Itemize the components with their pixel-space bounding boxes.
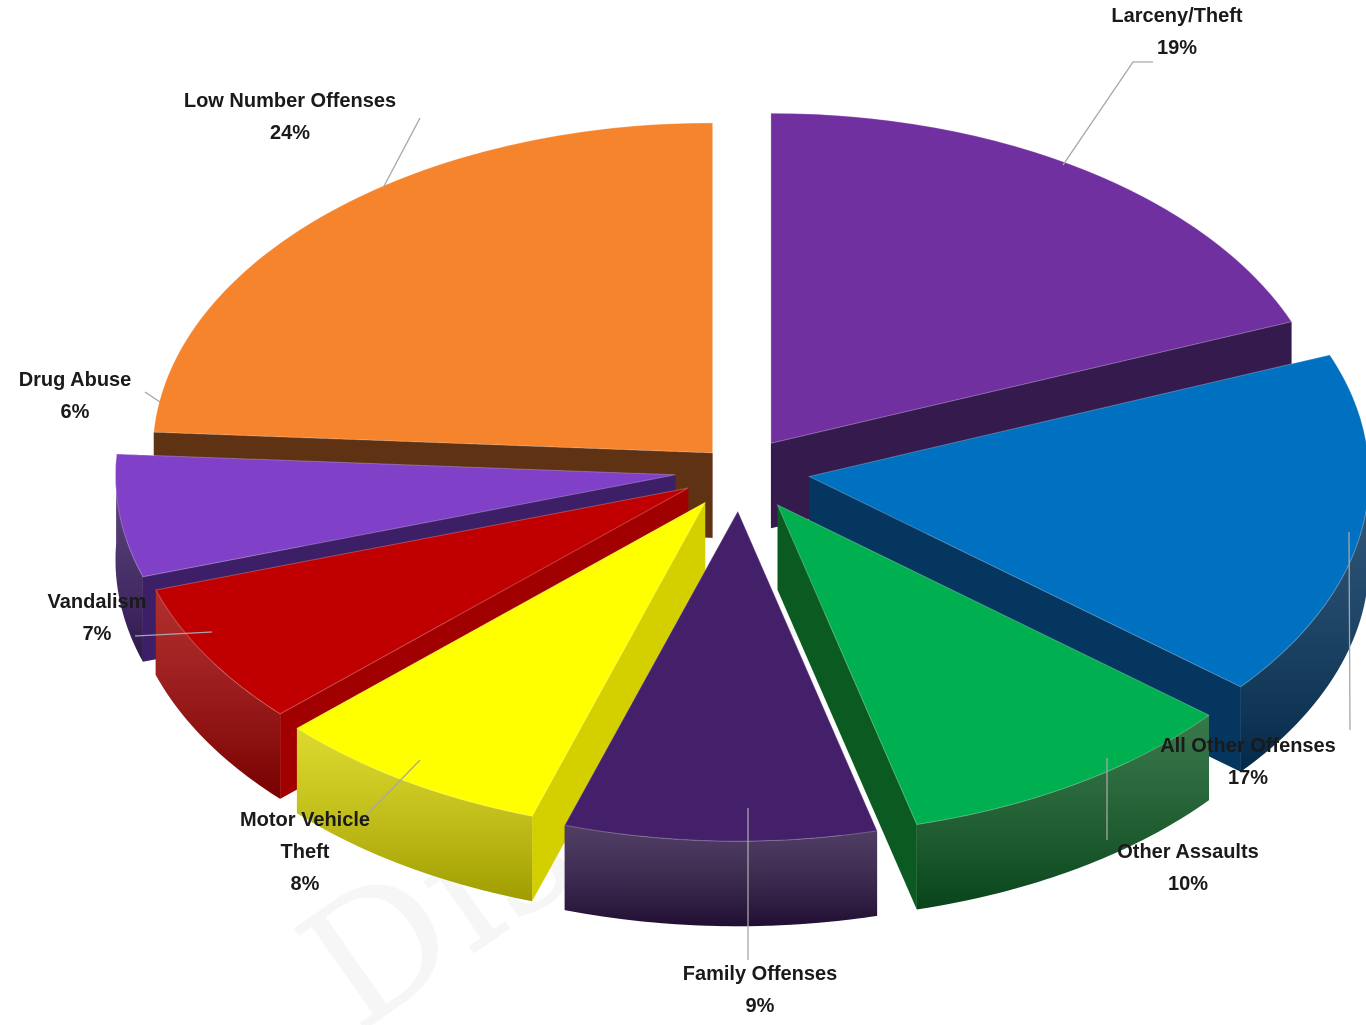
leader-line <box>144 391 161 403</box>
data-label-name: Family Offenses <box>683 963 838 985</box>
pie-slice-low-number-offenses <box>153 122 714 454</box>
pie-slice-other-assaults <box>776 503 1210 826</box>
slice-rim-shade <box>115 459 143 662</box>
pie-slice-motor-vehicle-theft <box>295 501 707 817</box>
leader-line <box>382 117 421 189</box>
pie-slice-larceny-theft <box>770 112 1293 444</box>
data-labels-layer: Larceny/Theft 19% All Other Offenses 17% Oth… <box>19 5 1336 1017</box>
data-label-name: Motor Vehicle <box>240 809 370 831</box>
pie-slice-family-offenses <box>563 510 878 842</box>
pie-slice-drug-abuse <box>115 453 676 578</box>
data-label-percent: 24% <box>270 122 310 144</box>
slice-rim-shade <box>296 728 533 902</box>
leader-line <box>1062 61 1153 166</box>
leader-line <box>359 759 421 823</box>
slice-rim-shade <box>916 715 1209 910</box>
pie-slice-all-other-offenses <box>807 354 1366 688</box>
slice-rim-shade <box>155 589 281 799</box>
slice-wall <box>777 504 917 910</box>
data-label-name: Other Assaults <box>1117 841 1259 863</box>
pie-slice-vandalism <box>154 487 689 715</box>
slice-rim-shade <box>564 825 878 927</box>
data-label-percent: 10% <box>1168 873 1208 895</box>
data-label-name: Theft <box>281 841 330 863</box>
slice-tops-layer <box>115 112 1366 842</box>
data-label-name: Low Number Offenses <box>184 90 396 112</box>
data-label-name: All Other Offenses <box>1160 735 1336 757</box>
data-label-percent: 7% <box>83 623 112 645</box>
data-label-percent: 6% <box>61 401 90 423</box>
leader-line <box>134 631 213 637</box>
data-label-percent: 19% <box>1157 37 1197 59</box>
data-label-percent: 17% <box>1228 767 1268 789</box>
slice-rim-shade <box>1240 511 1366 772</box>
leader-line <box>1348 531 1351 731</box>
data-label-name: Drug Abuse <box>19 369 132 391</box>
data-label-percent: 8% <box>291 873 320 895</box>
leader-lines-layer <box>134 61 1351 960</box>
data-label-name: Larceny/Theft <box>1111 5 1242 27</box>
data-label-percent: 9% <box>746 995 775 1017</box>
data-label-name: Vandalism <box>48 591 147 613</box>
